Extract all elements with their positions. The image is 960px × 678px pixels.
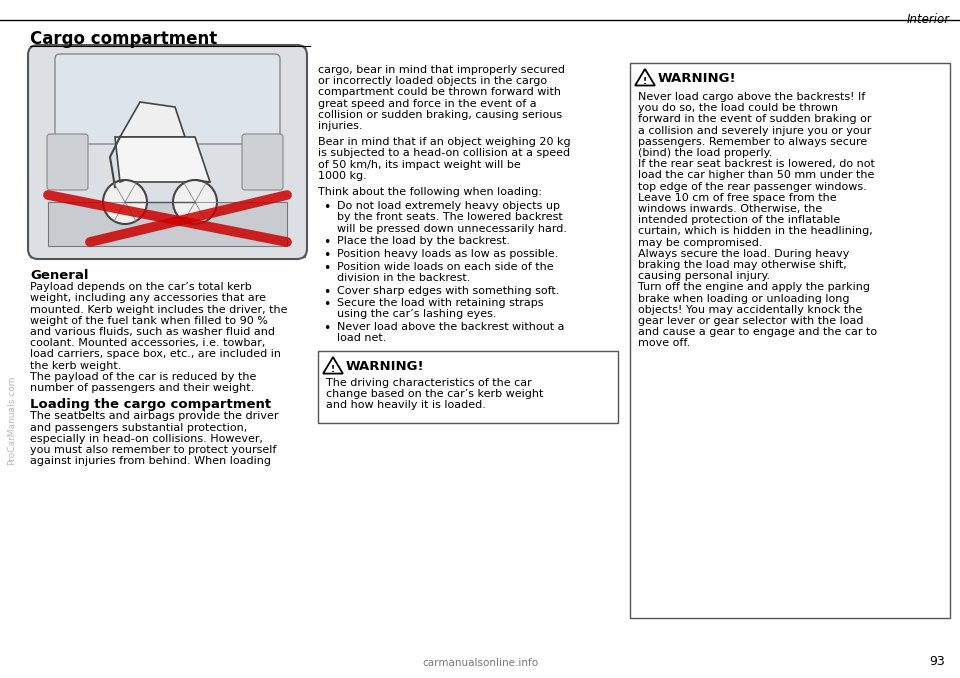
- FancyBboxPatch shape: [55, 54, 280, 144]
- Text: •: •: [323, 201, 330, 214]
- Text: Never load cargo above the backrests! If: Never load cargo above the backrests! If: [638, 92, 865, 102]
- FancyBboxPatch shape: [242, 134, 283, 190]
- Text: Bear in mind that if an object weighing 20 kg: Bear in mind that if an object weighing …: [318, 137, 570, 147]
- Text: The driving characteristics of the car: The driving characteristics of the car: [326, 378, 532, 388]
- FancyBboxPatch shape: [48, 202, 287, 246]
- Text: brake when loading or unloading long: brake when loading or unloading long: [638, 294, 850, 304]
- Circle shape: [103, 180, 147, 224]
- Text: Turn off the engine and apply the parking: Turn off the engine and apply the parkin…: [638, 283, 870, 292]
- Text: intended protection of the inflatable: intended protection of the inflatable: [638, 215, 840, 225]
- Text: load the car higher than 50 mm under the: load the car higher than 50 mm under the: [638, 170, 875, 180]
- Text: will be pressed down unnecessarily hard.: will be pressed down unnecessarily hard.: [337, 224, 567, 234]
- FancyBboxPatch shape: [318, 351, 618, 423]
- Text: WARNING!: WARNING!: [346, 360, 424, 373]
- Text: braking the load may otherwise shift,: braking the load may otherwise shift,: [638, 260, 847, 270]
- Text: a collision and severely injure you or your: a collision and severely injure you or y…: [638, 125, 872, 136]
- Text: division in the backrest.: division in the backrest.: [337, 273, 470, 283]
- Text: 1000 kg.: 1000 kg.: [318, 171, 367, 181]
- Text: collision or sudden braking, causing serious: collision or sudden braking, causing ser…: [318, 110, 563, 120]
- Text: (bind) the load properly.: (bind) the load properly.: [638, 148, 772, 158]
- Text: objects! You may accidentally knock the: objects! You may accidentally knock the: [638, 305, 862, 315]
- Text: •: •: [323, 249, 330, 262]
- Text: Position heavy loads as low as possible.: Position heavy loads as low as possible.: [337, 249, 559, 259]
- Text: •: •: [323, 285, 330, 298]
- Polygon shape: [120, 102, 185, 137]
- Text: •: •: [323, 237, 330, 250]
- Text: using the car’s lashing eyes.: using the car’s lashing eyes.: [337, 309, 496, 319]
- Text: Never load above the backrest without a: Never load above the backrest without a: [337, 322, 564, 332]
- Text: The payload of the car is reduced by the: The payload of the car is reduced by the: [30, 372, 256, 382]
- Text: injuries.: injuries.: [318, 121, 363, 131]
- Text: is subjected to a head-on collision at a speed: is subjected to a head-on collision at a…: [318, 148, 570, 159]
- Text: Cover sharp edges with something soft.: Cover sharp edges with something soft.: [337, 285, 560, 296]
- Text: you must also remember to protect yourself: you must also remember to protect yourse…: [30, 445, 276, 455]
- Text: load net.: load net.: [337, 334, 386, 343]
- Text: Cargo compartment: Cargo compartment: [30, 30, 217, 48]
- FancyBboxPatch shape: [28, 45, 307, 259]
- Text: Position wide loads on each side of the: Position wide loads on each side of the: [337, 262, 554, 272]
- Text: causing personal injury.: causing personal injury.: [638, 271, 770, 281]
- Text: ProCarManuals.com: ProCarManuals.com: [8, 376, 16, 464]
- Text: !: !: [331, 365, 335, 374]
- Text: windows inwards. Otherwise, the: windows inwards. Otherwise, the: [638, 204, 823, 214]
- Text: great speed and force in the event of a: great speed and force in the event of a: [318, 98, 537, 108]
- FancyBboxPatch shape: [630, 63, 950, 618]
- Circle shape: [173, 180, 217, 224]
- Text: compartment could be thrown forward with: compartment could be thrown forward with: [318, 87, 561, 98]
- Text: passengers. Remember to always secure: passengers. Remember to always secure: [638, 137, 867, 147]
- Text: by the front seats. The lowered backrest: by the front seats. The lowered backrest: [337, 212, 563, 222]
- Text: against injuries from behind. When loading: against injuries from behind. When loadi…: [30, 456, 271, 466]
- FancyBboxPatch shape: [47, 134, 88, 190]
- Text: Leave 10 cm of free space from the: Leave 10 cm of free space from the: [638, 193, 836, 203]
- Text: may be compromised.: may be compromised.: [638, 237, 762, 247]
- Text: the kerb weight.: the kerb weight.: [30, 361, 121, 371]
- Text: weight, including any accessories that are: weight, including any accessories that a…: [30, 294, 266, 303]
- Text: especially in head-on collisions. However,: especially in head-on collisions. Howeve…: [30, 434, 263, 444]
- Text: Secure the load with retaining straps: Secure the load with retaining straps: [337, 298, 543, 308]
- Text: Think about the following when loading:: Think about the following when loading:: [318, 187, 542, 197]
- Text: top edge of the rear passenger windows.: top edge of the rear passenger windows.: [638, 182, 867, 192]
- Text: General: General: [30, 269, 88, 282]
- Text: Do not load extremely heavy objects up: Do not load extremely heavy objects up: [337, 201, 560, 212]
- Text: and how heavily it is loaded.: and how heavily it is loaded.: [326, 401, 486, 410]
- Text: move off.: move off.: [638, 338, 690, 348]
- Text: Loading the cargo compartment: Loading the cargo compartment: [30, 398, 271, 411]
- Text: •: •: [323, 298, 330, 311]
- Text: curtain, which is hidden in the headlining,: curtain, which is hidden in the headlini…: [638, 226, 873, 237]
- Text: Always secure the load. During heavy: Always secure the load. During heavy: [638, 249, 850, 259]
- Text: load carriers, space box, etc., are included in: load carriers, space box, etc., are incl…: [30, 349, 281, 359]
- Text: gear lever or gear selector with the load: gear lever or gear selector with the loa…: [638, 316, 863, 326]
- Text: carmanualsonline.info: carmanualsonline.info: [422, 658, 538, 668]
- Text: weight of the fuel tank when filled to 90 %: weight of the fuel tank when filled to 9…: [30, 316, 268, 326]
- Text: Payload depends on the car’s total kerb: Payload depends on the car’s total kerb: [30, 282, 252, 292]
- Text: or incorrectly loaded objects in the cargo: or incorrectly loaded objects in the car…: [318, 76, 547, 86]
- Text: of 50 km/h, its impact weight will be: of 50 km/h, its impact weight will be: [318, 159, 520, 170]
- Polygon shape: [115, 137, 210, 182]
- Text: If the rear seat backrest is lowered, do not: If the rear seat backrest is lowered, do…: [638, 159, 875, 170]
- Text: number of passengers and their weight.: number of passengers and their weight.: [30, 383, 254, 393]
- Text: •: •: [323, 322, 330, 335]
- Text: mounted. Kerb weight includes the driver, the: mounted. Kerb weight includes the driver…: [30, 304, 287, 315]
- Polygon shape: [324, 357, 343, 374]
- Text: and passengers substantial protection,: and passengers substantial protection,: [30, 422, 248, 433]
- Polygon shape: [636, 69, 655, 85]
- Text: WARNING!: WARNING!: [658, 72, 736, 85]
- Text: you do so, the load could be thrown: you do so, the load could be thrown: [638, 103, 838, 113]
- Text: •: •: [323, 262, 330, 275]
- Text: The seatbelts and airbags provide the driver: The seatbelts and airbags provide the dr…: [30, 412, 278, 422]
- Text: coolant. Mounted accessories, i.e. towbar,: coolant. Mounted accessories, i.e. towba…: [30, 338, 265, 348]
- Text: !: !: [643, 77, 647, 85]
- Text: cargo, bear in mind that improperly secured: cargo, bear in mind that improperly secu…: [318, 65, 565, 75]
- Text: and cause a gear to engage and the car to: and cause a gear to engage and the car t…: [638, 327, 877, 337]
- FancyBboxPatch shape: [30, 47, 305, 257]
- Text: and various fluids, such as washer fluid and: and various fluids, such as washer fluid…: [30, 327, 275, 337]
- Text: 93: 93: [929, 655, 945, 668]
- Text: Interior: Interior: [907, 13, 950, 26]
- Text: change based on the car’s kerb weight: change based on the car’s kerb weight: [326, 389, 543, 399]
- Text: Place the load by the backrest.: Place the load by the backrest.: [337, 237, 510, 246]
- Text: forward in the event of sudden braking or: forward in the event of sudden braking o…: [638, 115, 872, 124]
